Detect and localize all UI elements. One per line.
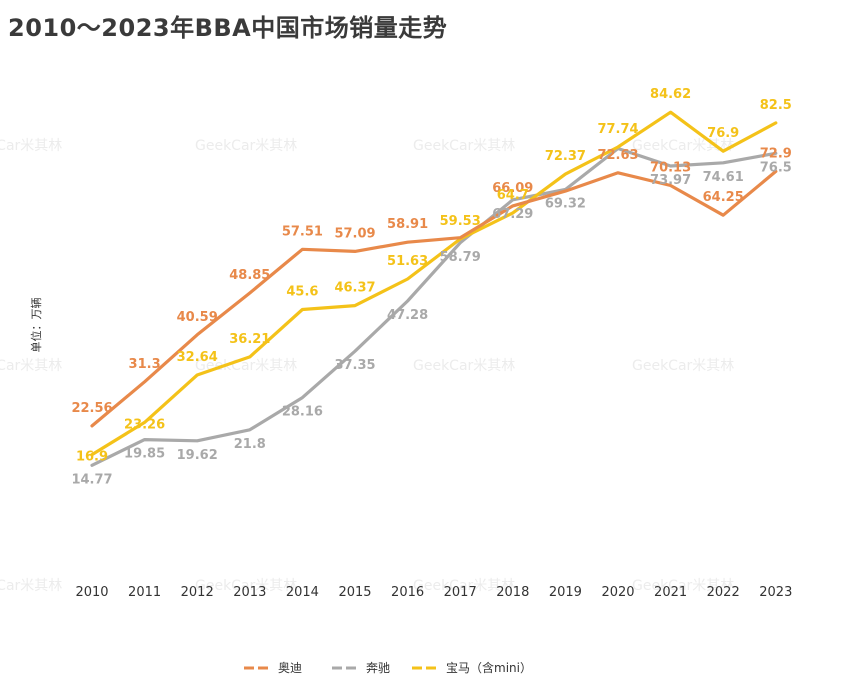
x-tick-label: 2023 [759,585,792,600]
x-tick-label: 2012 [181,585,214,600]
x-tick-label: 2020 [601,585,634,600]
x-tick-label: 2011 [128,585,161,600]
data-label: 76.5 [760,160,792,175]
watermark-text: GeekCar米其林 [413,138,515,154]
data-label: 74.61 [703,170,744,185]
data-label: 19.62 [177,448,218,463]
data-label: 72.37 [545,149,586,164]
x-tick-label: 2014 [286,585,319,600]
watermark-layer: GeekCar米其林 GeekCar米其林 GeekCar米其林 GeekCar米其林… [0,138,734,594]
watermark-text: GeekCar米其林 [413,358,515,374]
data-label: 36.21 [229,332,270,347]
x-axis-ticks: 2010 2011 2012 2013 2014 2015 2016 2017 2018 2019… [75,585,792,600]
data-label: 46.37 [334,281,375,296]
legend-item-label: 奥迪 [278,661,302,675]
data-label: 57.09 [334,226,375,241]
watermark-text: GeekCar米其林 [413,578,515,594]
x-tick-label: 2021 [654,585,687,600]
data-label: 59.53 [440,214,481,229]
data-label: 21.8 [234,437,266,452]
data-label: 45.6 [286,285,318,300]
x-tick-label: 2013 [233,585,266,600]
series-lines [90,110,778,467]
data-label: 64.25 [703,190,744,205]
data-label: 57.51 [282,224,323,239]
x-tick-label: 2015 [338,585,371,600]
legend-item-label: 宝马（含mini） [446,660,532,675]
chart-title: 2010～2023年BBA中国市场销量走势 [8,14,448,42]
data-label: 72.63 [597,148,638,163]
series-line-1 [90,146,778,467]
data-label: 58.91 [387,217,428,232]
data-label: 16.9 [76,450,108,465]
data-label: 37.35 [334,358,375,373]
data-label: 77.74 [597,122,638,137]
data-label: 40.59 [177,310,218,325]
data-label: 67.29 [492,207,533,222]
data-label: 47.28 [387,308,428,323]
data-label: 72.9 [760,146,792,161]
data-labels: 22.56 31.3 40.59 48.85 57.51 57.09 58.91 66.09 7… [71,87,791,487]
data-label: 64.7 [497,188,529,203]
data-label: 31.3 [129,357,161,372]
data-label: 23.26 [124,417,165,432]
data-label: 69.32 [545,197,586,212]
data-label: 66.09 [492,181,533,196]
x-tick-label: 2018 [496,585,529,600]
data-label: 28.16 [282,405,323,420]
legend: 奥迪 奔驰 宝马（含mini） [244,660,532,675]
series-line-0 [90,169,778,428]
data-label: 14.77 [71,472,112,487]
watermark-text: GeekCar米其林 [0,138,62,154]
series-line-2 [90,110,778,457]
watermark-text: GeekCar米其林 [195,578,297,594]
watermark-text: GeekCar米其林 [0,578,62,594]
x-tick-label: 2016 [391,585,424,600]
data-label: 73.97 [650,173,691,188]
watermark-text: GeekCar米其林 [195,138,297,154]
data-label: 32.64 [177,350,218,365]
watermark-text: GeekCar米其林 [195,358,297,374]
data-label: 22.56 [71,401,112,416]
data-label: 58.79 [440,250,481,265]
x-tick-label: 2010 [75,585,108,600]
data-label: 19.85 [124,447,165,462]
y-axis-unit-label: 单位：万辆 [29,298,43,353]
data-label: 82.5 [760,98,792,113]
x-tick-label: 2022 [707,585,740,600]
data-label: 76.9 [707,126,739,141]
x-tick-label: 2017 [444,585,477,600]
x-tick-label: 2019 [549,585,582,600]
data-label: 51.63 [387,254,428,269]
data-label: 84.62 [650,87,691,102]
legend-item-label: 奔驰 [366,661,390,675]
data-label: 48.85 [229,268,270,283]
data-label: 70.13 [650,161,691,176]
watermark-text: GeekCar米其林 [632,358,734,374]
watermark-text: GeekCar米其林 [632,578,734,594]
watermark-text: GeekCar米其林 [0,358,62,374]
